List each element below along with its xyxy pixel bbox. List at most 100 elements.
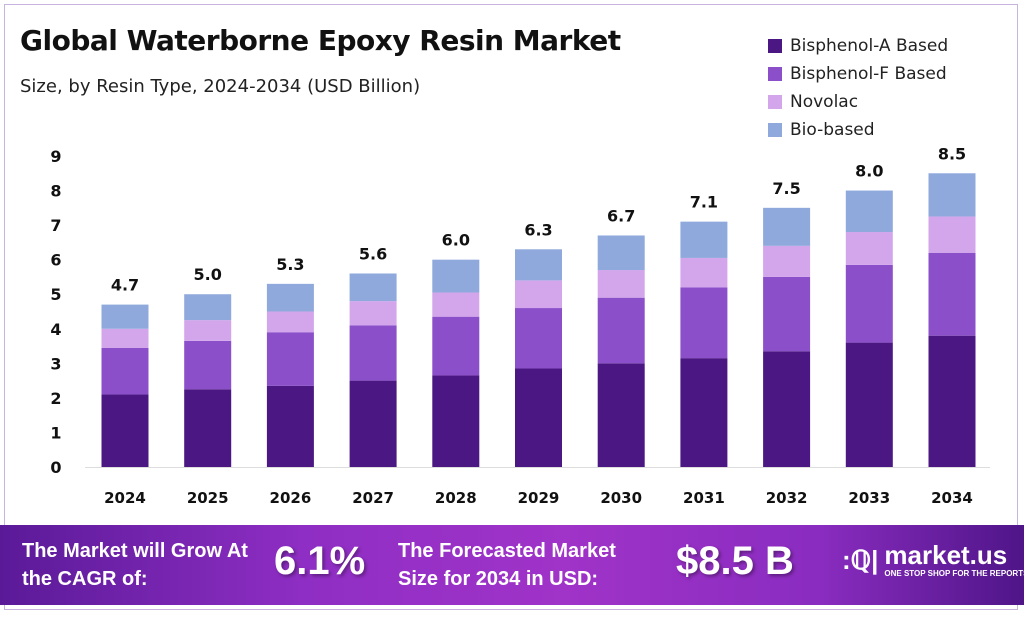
logo-icon: :ℚ| bbox=[842, 544, 879, 575]
x-tick-label: 2033 bbox=[848, 489, 890, 507]
bar-total-label: 7.5 bbox=[772, 179, 800, 198]
bar-segment-bisphenol-a-based bbox=[432, 375, 480, 467]
chart-title: Global Waterborne Epoxy Resin Market bbox=[20, 24, 621, 57]
chart-subtitle: Size, by Resin Type, 2024-2034 (USD Bill… bbox=[20, 76, 421, 97]
bar-segment-bisphenol-a-based bbox=[763, 351, 811, 467]
bar-segment-bio-based bbox=[680, 221, 728, 258]
legend-label: Bio-based bbox=[790, 120, 875, 140]
bar-segment-bisphenol-f-based bbox=[184, 340, 232, 390]
bar-total-label: 5.6 bbox=[359, 244, 387, 263]
bar-segment-bisphenol-a-based bbox=[928, 335, 976, 467]
legend: Bisphenol-A Based Bisphenol-F Based Novo… bbox=[768, 32, 948, 144]
bar-segment-novolac bbox=[763, 245, 811, 277]
y-tick-label: 4 bbox=[50, 320, 61, 339]
bar-segment-bio-based bbox=[845, 190, 893, 233]
bar-segment-bio-based bbox=[763, 207, 811, 246]
legend-label: Novolac bbox=[790, 92, 859, 112]
bar-total-label: 6.0 bbox=[442, 231, 470, 250]
bar-segment-bisphenol-f-based bbox=[928, 252, 976, 336]
bar-total-label: 5.0 bbox=[194, 265, 222, 284]
x-tick-label: 2028 bbox=[435, 489, 477, 507]
bar-segment-novolac bbox=[432, 292, 480, 317]
y-tick-label: 6 bbox=[50, 251, 61, 270]
cagr-value: 6.1% bbox=[274, 539, 366, 583]
bar-segment-bisphenol-a-based bbox=[101, 394, 149, 467]
y-tick-label: 7 bbox=[50, 216, 61, 235]
bar-segment-novolac bbox=[928, 216, 976, 253]
y-tick-label: 2 bbox=[50, 389, 61, 408]
bar-segment-bisphenol-a-based bbox=[515, 368, 562, 467]
bar-segment-novolac bbox=[101, 328, 149, 348]
bar-segment-bio-based bbox=[597, 235, 645, 271]
y-tick-label: 9 bbox=[50, 147, 61, 166]
bar-total-label: 4.7 bbox=[111, 276, 139, 295]
x-tick-label: 2034 bbox=[931, 489, 973, 507]
legend-item: Bisphenol-F Based bbox=[768, 60, 948, 88]
bar-segment-novolac bbox=[515, 280, 562, 309]
legend-item: Novolac bbox=[768, 88, 948, 116]
legend-label: Bisphenol-A Based bbox=[790, 36, 949, 56]
x-tick-label: 2024 bbox=[104, 489, 146, 507]
bar-segment-bio-based bbox=[266, 283, 314, 312]
bar-segment-novolac bbox=[597, 270, 645, 298]
legend-item: Bio-based bbox=[768, 116, 948, 144]
x-tick-label: 2027 bbox=[352, 489, 394, 507]
bar-total-label: 8.0 bbox=[855, 162, 883, 181]
bar-segment-bio-based bbox=[184, 294, 232, 321]
y-tick-label: 8 bbox=[50, 182, 61, 201]
x-tick-label: 2032 bbox=[766, 489, 808, 507]
bar-segment-novolac bbox=[845, 232, 893, 265]
bar-segment-bisphenol-f-based bbox=[432, 316, 480, 376]
y-tick-label: 1 bbox=[50, 423, 61, 442]
bar-segment-bisphenol-a-based bbox=[680, 358, 728, 467]
bar-segment-bio-based bbox=[928, 173, 976, 217]
logo-tagline: ONE STOP SHOP FOR THE REPORTS bbox=[884, 569, 1024, 578]
bar-total-label: 5.3 bbox=[276, 255, 304, 274]
legend-swatch bbox=[768, 95, 782, 109]
y-tick-label: 0 bbox=[50, 458, 61, 477]
bar-segment-bisphenol-a-based bbox=[349, 380, 397, 467]
bar-segment-bisphenol-f-based bbox=[266, 332, 314, 386]
bar-segment-bisphenol-a-based bbox=[597, 363, 645, 467]
stacked-bar-chart: 0 1 2 3 4 5 6 7 8 9 4.7 2024 5.0 2025 5.3 2026 5.6 2027 6.… bbox=[50, 144, 990, 507]
bar-segment-bisphenol-f-based bbox=[845, 264, 893, 343]
bar-segment-bisphenol-f-based bbox=[597, 297, 645, 364]
bar-total-label: 6.7 bbox=[607, 206, 635, 225]
bar-segment-bio-based bbox=[432, 259, 480, 293]
bar-total-label: 6.3 bbox=[524, 220, 552, 239]
bar-segment-bisphenol-f-based bbox=[680, 287, 728, 359]
cagr-label: The Market will Grow At the CAGR of: bbox=[22, 540, 248, 590]
bar-segment-bisphenol-f-based bbox=[101, 347, 149, 395]
x-tick-label: 2030 bbox=[600, 489, 642, 507]
legend-swatch bbox=[768, 39, 782, 53]
logo-name: market.us bbox=[884, 540, 1008, 570]
legend-item: Bisphenol-A Based bbox=[768, 32, 948, 60]
bar-segment-bio-based bbox=[101, 304, 149, 329]
summary-banner: The Market will Grow At the CAGR of: 6.1… bbox=[0, 525, 1024, 605]
forecast-label: The Forecasted Market Size for 2034 in U… bbox=[398, 540, 616, 590]
y-tick-label: 5 bbox=[50, 285, 61, 304]
chart-frame bbox=[4, 4, 1018, 610]
bar-segment-bisphenol-f-based bbox=[763, 276, 811, 352]
bar-segment-bisphenol-a-based bbox=[184, 389, 232, 467]
bar-total-label: 7.1 bbox=[690, 193, 718, 212]
bar-segment-bisphenol-f-based bbox=[349, 325, 397, 381]
legend-label: Bisphenol-F Based bbox=[790, 64, 947, 84]
bar-segment-bisphenol-a-based bbox=[845, 342, 893, 467]
legend-swatch bbox=[768, 67, 782, 81]
x-tick-label: 2025 bbox=[187, 489, 229, 507]
x-tick-label: 2031 bbox=[683, 489, 725, 507]
x-tick-label: 2026 bbox=[270, 489, 312, 507]
market-us-logo: :ℚ| market.us ONE STOP SHOP FOR THE REPO… bbox=[842, 541, 1024, 579]
x-tick-label: 2029 bbox=[518, 489, 560, 507]
bar-segment-novolac bbox=[349, 301, 397, 326]
y-tick-label: 3 bbox=[50, 354, 61, 373]
bar-segment-bio-based bbox=[349, 273, 397, 302]
bar-segment-novolac bbox=[680, 257, 728, 288]
bar-segment-novolac bbox=[266, 311, 314, 333]
bar-segment-bisphenol-f-based bbox=[515, 308, 562, 369]
bar-total-label: 8.5 bbox=[938, 144, 966, 163]
legend-swatch bbox=[768, 123, 782, 137]
bar-segment-bisphenol-a-based bbox=[266, 385, 314, 467]
forecast-value: $8.5 B bbox=[676, 539, 794, 583]
